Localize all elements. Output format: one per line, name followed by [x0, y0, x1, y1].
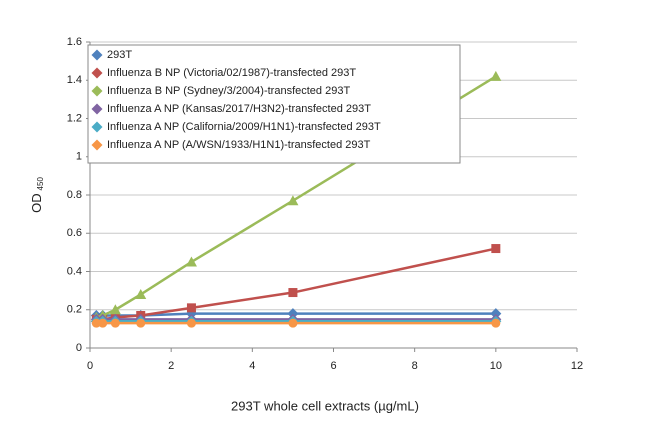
- marker: [98, 318, 108, 328]
- y-tick-label: 0.4: [67, 265, 82, 277]
- marker: [490, 308, 502, 320]
- marker: [136, 318, 146, 328]
- marker: [186, 318, 196, 328]
- marker: [185, 256, 197, 267]
- x-tick-label: 4: [249, 360, 255, 372]
- y-tick-label: 0: [76, 342, 82, 354]
- marker: [110, 318, 120, 328]
- x-tick-label: 2: [168, 360, 174, 372]
- y-tick-label: 1.2: [67, 112, 82, 124]
- y-tick-label: 1.6: [67, 36, 82, 48]
- marker: [186, 303, 196, 313]
- marker: [287, 308, 299, 320]
- x-tick-label: 10: [490, 360, 502, 372]
- legend-marker: [91, 121, 103, 133]
- x-tick-label: 6: [330, 360, 336, 372]
- y-axis-title-sub: 450: [36, 177, 45, 191]
- y-tick-label: 0.2: [67, 304, 82, 316]
- x-axis-title: 293T whole cell extracts (µg/mL): [231, 398, 419, 413]
- x-tick-label: 12: [571, 360, 583, 372]
- marker: [490, 70, 502, 81]
- y-tick-label: 0.8: [67, 189, 82, 201]
- y-axis-title: OD 450: [29, 177, 45, 213]
- y-tick-label: 0.6: [67, 227, 82, 239]
- legend-label: 293T: [107, 49, 132, 61]
- x-tick-label: 0: [87, 360, 93, 372]
- legend-label: Influenza B NP (Victoria/02/1987)-transf…: [107, 67, 356, 79]
- legend-label: Influenza A NP (A/WSN/1933/H1N1)-transfe…: [107, 139, 371, 151]
- legend-box: [87, 44, 461, 164]
- y-axis-title-main: OD: [29, 193, 44, 213]
- marker: [287, 195, 299, 206]
- marker: [91, 318, 101, 328]
- legend-marker: [91, 103, 103, 115]
- marker: [491, 318, 501, 328]
- legend-label: Influenza A NP (Kansas/2017/H3N2)-transf…: [107, 103, 371, 115]
- legend-marker: [91, 67, 103, 79]
- marker: [288, 288, 298, 298]
- legend-label: Influenza A NP (California/2009/H1N1)-tr…: [107, 121, 381, 133]
- legend-label: Influenza B NP (Sydney/3/2004)-transfect…: [107, 85, 350, 97]
- marker: [109, 304, 121, 315]
- marker: [491, 244, 501, 254]
- legend-marker: [91, 139, 103, 151]
- marker: [135, 288, 147, 299]
- y-tick-label: 1.4: [67, 74, 82, 86]
- legend-marker: [91, 49, 103, 61]
- y-tick-label: 1: [76, 151, 82, 163]
- legend-marker: [91, 85, 103, 97]
- marker: [288, 318, 298, 328]
- x-tick-label: 8: [412, 360, 418, 372]
